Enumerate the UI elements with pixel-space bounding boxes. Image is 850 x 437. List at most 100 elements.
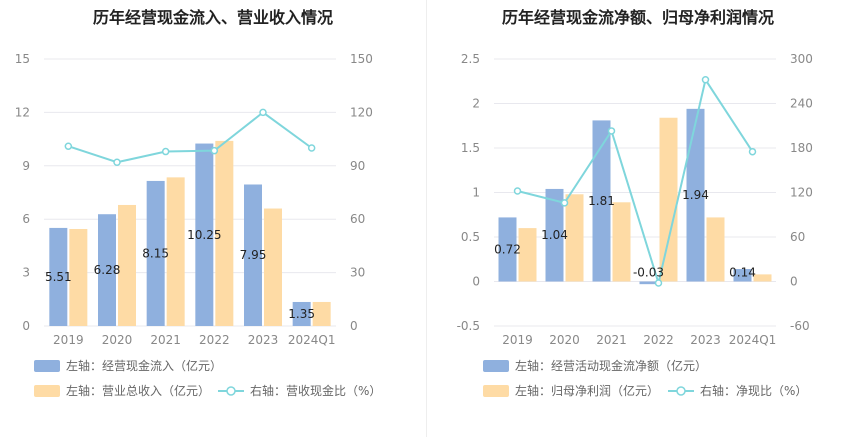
data-label: -0.03 (633, 266, 664, 280)
left-axis-tick-label: 1 (472, 186, 480, 200)
left-axis-tick-label: 6 (22, 212, 30, 226)
bar-series-1 (686, 108, 705, 282)
left-axis-tick-label: 1.5 (461, 141, 480, 155)
bar-series-1 (49, 227, 68, 326)
legend-label-series-2: 左轴：归母净利润（亿元） (515, 383, 659, 398)
x-axis-tick-label: 2020 (549, 333, 580, 347)
right-axis-tick-label: 90 (350, 159, 365, 173)
legend-label-series-3: 右轴：营收现金比（%） (250, 383, 381, 398)
legend-label-series-3: 右轴：净现比（%） (700, 383, 807, 398)
bar-series-2 (118, 204, 136, 326)
right-axis-tick-label: 150 (350, 52, 373, 66)
legend-swatch-series-1 (34, 360, 60, 372)
line-point (259, 108, 267, 117)
line-point (607, 127, 616, 135)
bar-series-1 (733, 269, 752, 282)
data-label: 0.72 (494, 242, 521, 256)
data-label: 1.04 (541, 228, 568, 242)
left-axis-tick-label: 3 (22, 266, 30, 280)
bar-series-2 (612, 202, 631, 282)
legend-swatch-series-2 (483, 385, 509, 397)
data-label: 10.25 (187, 228, 221, 242)
left-axis-tick-label: -0.5 (457, 319, 480, 333)
chart-title-left: 历年经营现金流入、营业收入情况 (92, 8, 333, 27)
data-label: 0.14 (729, 266, 756, 280)
bar-series-1 (639, 281, 658, 285)
x-axis-tick-label: 2019 (53, 333, 84, 347)
legend-label-series-2: 左轴：营业总收入（亿元） (66, 383, 210, 398)
cash-inflow-revenue-chart: 0 0 3 30 6 60 9 90 12 120 15 150 2019 2020 2021 2022 202… (15, 52, 382, 398)
data-label: 5.51 (45, 270, 72, 284)
right-axis-tick-label: 180 (790, 141, 813, 155)
right-axis-tick-label: 120 (350, 105, 373, 119)
panel-divider (426, 0, 427, 437)
bar-series-1 (592, 120, 611, 282)
data-label: 1.35 (288, 307, 315, 321)
net-cashflow-profit-chart: -0.5 -60 0 0 0.5 60 1 120 1.5 180 2 240 2.5 300 2019 20… (457, 52, 813, 398)
left-axis-tick-label: 2 (472, 97, 480, 111)
line-series-3 (68, 111, 313, 164)
legend-swatch-series-3-marker (226, 386, 236, 396)
bar-series-2 (166, 177, 185, 326)
left-axis-tick-label: 0.5 (461, 230, 480, 244)
bar-series-2 (69, 228, 88, 326)
bar-series-2 (215, 140, 234, 326)
bar-series-2 (659, 117, 678, 282)
bar-series-1 (545, 188, 564, 282)
right-axis-tick-label: 120 (790, 186, 813, 200)
x-axis-tick-label: 2024Q1 (288, 333, 336, 347)
right-axis-tick-label: 240 (790, 97, 813, 111)
line-point (560, 199, 569, 207)
right-axis-tick-label: 0 (350, 319, 358, 333)
right-axis-tick-label: 60 (790, 230, 805, 244)
x-axis-tick-label: 2019 (502, 333, 533, 347)
bar-series-2 (706, 217, 725, 282)
right-axis-tick-label: -60 (790, 319, 810, 333)
legend-label-series-1: 左轴：经营活动现金流净额（亿元） (515, 358, 707, 373)
right-axis-tick-label: 30 (350, 266, 365, 280)
right-axis-tick-label: 60 (350, 212, 365, 226)
chart-title-right: 历年经营现金流净额、归母净利润情况 (501, 8, 774, 27)
legend-swatch-series-3-marker (676, 386, 686, 396)
data-label: 7.95 (240, 248, 267, 262)
line-point (513, 187, 522, 195)
legend-swatch-series-2 (34, 385, 60, 397)
x-axis-tick-label: 2021 (596, 333, 627, 347)
line-point (654, 279, 663, 287)
bar-series-2 (753, 274, 772, 282)
x-axis-tick-label: 2022 (199, 333, 230, 347)
x-axis-tick-label: 2020 (102, 333, 133, 347)
bar-series-1 (195, 143, 214, 326)
line-series-3 (517, 77, 754, 287)
legend-label-series-1: 左轴：经营现金流入（亿元） (66, 358, 222, 373)
line-point (307, 144, 316, 152)
left-axis-tick-label: 15 (15, 52, 30, 66)
bar-series-1 (292, 301, 311, 326)
line-point (64, 142, 73, 150)
bar-series-1 (498, 217, 517, 282)
data-label: 6.28 (94, 263, 121, 277)
bar-series-2 (518, 228, 537, 282)
bar-series-1 (244, 184, 262, 326)
bar-series-2 (312, 301, 331, 326)
line-point (210, 146, 219, 155)
x-axis-tick-label: 2023 (248, 333, 279, 347)
x-axis-tick-label: 2023 (690, 333, 721, 347)
right-axis-tick-label: 0 (790, 275, 798, 289)
data-label: 1.81 (588, 194, 615, 208)
data-label: 8.15 (142, 246, 169, 260)
legend-swatch-series-1 (483, 360, 509, 372)
line-point (748, 147, 757, 156)
left-axis-tick-label: 0 (472, 275, 480, 289)
x-axis-tick-label: 2022 (643, 333, 674, 347)
left-axis-tick-label: 9 (22, 159, 30, 173)
bar-series-1 (146, 180, 165, 326)
line-point (113, 158, 121, 166)
x-axis-tick-label: 2024Q1 (729, 333, 777, 347)
bar-series-2 (264, 208, 282, 326)
line-point (161, 147, 170, 156)
right-axis-tick-label: 300 (790, 52, 813, 66)
left-axis-tick-label: 12 (15, 105, 30, 119)
data-label: 1.94 (682, 188, 709, 202)
line-point (701, 76, 710, 84)
